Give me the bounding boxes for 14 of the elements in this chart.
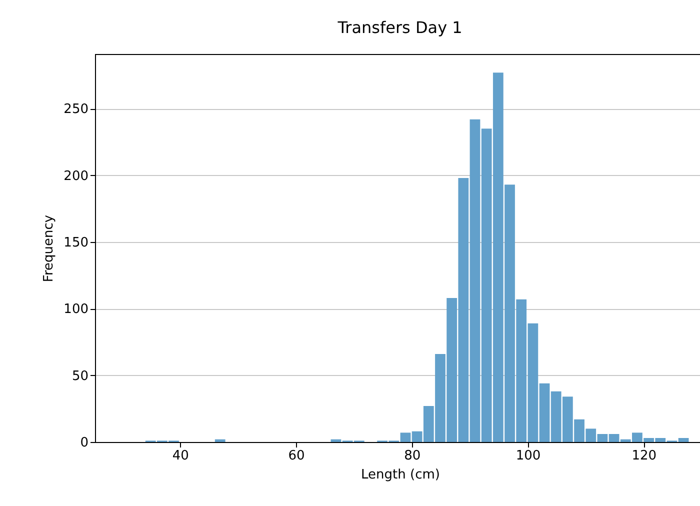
x-tick-label: 120 <box>632 448 657 464</box>
y-tick-label: 200 <box>64 168 88 184</box>
y-tick-label: 250 <box>64 102 88 118</box>
y-axis-title: Frequency <box>42 214 57 282</box>
chart-title: Transfers Day 1 <box>336 18 462 37</box>
x-axis-title: Length (cm) <box>361 468 440 482</box>
y-tick-label: 50 <box>72 368 88 384</box>
x-tick-label: 60 <box>288 448 305 464</box>
x-tick-label: 80 <box>404 448 421 464</box>
x-tick-label: 100 <box>516 448 541 464</box>
y-tick-label: 150 <box>64 236 88 250</box>
y-tick-label: 100 <box>64 302 88 318</box>
y-tick-label: 0 <box>80 436 88 450</box>
x-tick-label: 40 <box>172 448 189 464</box>
